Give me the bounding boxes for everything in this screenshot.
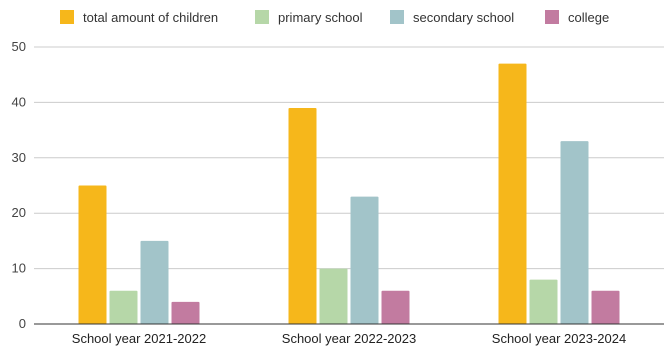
bar-1-0 (288, 107, 317, 324)
bar-2-3 (591, 290, 620, 324)
legend-swatch-0 (60, 10, 74, 24)
legend-label-2: secondary school (413, 10, 514, 25)
bar-1-3 (381, 290, 410, 324)
x-category-label: School year 2021-2022 (72, 331, 206, 346)
y-axis: 0 10 20 30 40 50 (12, 39, 26, 331)
legend-swatch-1 (255, 10, 269, 24)
bar-0-3 (171, 301, 200, 324)
bar-2-1 (529, 279, 558, 324)
bar-0-1 (109, 290, 138, 324)
bar-1-2 (350, 196, 379, 324)
x-category-label: School year 2022-2023 (282, 331, 416, 346)
legend-label-0: total amount of children (83, 10, 218, 25)
x-category-label: School year 2023-2024 (492, 331, 626, 346)
bar-0-2 (140, 240, 169, 324)
x-axis: School year 2021-2022 School year 2022-20… (34, 323, 664, 346)
y-tick-label: 30 (12, 150, 26, 165)
legend-label-3: college (568, 10, 609, 25)
bar-2-2 (560, 141, 589, 324)
y-tick-label: 40 (12, 94, 26, 109)
legend: total amount of children primary school se… (60, 10, 609, 25)
legend-swatch-2 (390, 10, 404, 24)
bars (78, 63, 620, 325)
y-tick-label: 20 (12, 205, 26, 220)
gridlines (34, 46, 664, 270)
bar-2-0 (498, 63, 527, 325)
bar-0-0 (78, 185, 107, 324)
y-tick-label: 0 (19, 316, 26, 331)
y-tick-label: 10 (12, 261, 26, 276)
bar-1-1 (319, 268, 348, 324)
y-tick-label: 50 (12, 39, 26, 54)
legend-label-1: primary school (278, 10, 363, 25)
legend-swatch-3 (545, 10, 559, 24)
